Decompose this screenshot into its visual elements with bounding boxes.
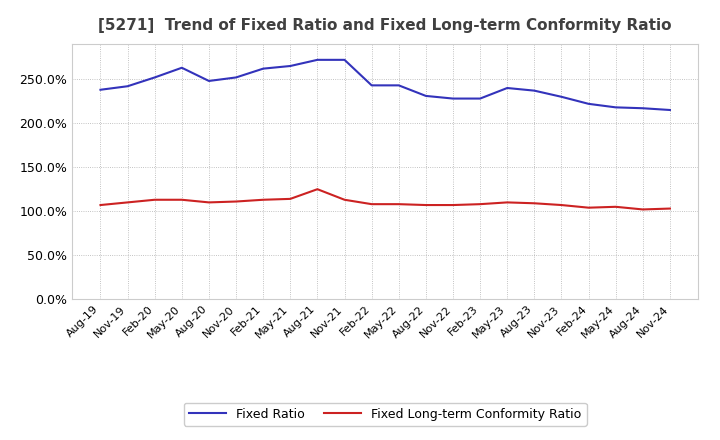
Fixed Long-term Conformity Ratio [204, 200, 213, 205]
Fixed Ratio [178, 65, 186, 70]
Fixed Ratio [150, 75, 159, 80]
Fixed Long-term Conformity Ratio [557, 202, 566, 208]
Fixed Long-term Conformity Ratio [178, 197, 186, 202]
Fixed Long-term Conformity Ratio [421, 202, 430, 208]
Fixed Long-term Conformity Ratio [341, 197, 349, 202]
Fixed Ratio [449, 96, 457, 101]
Fixed Long-term Conformity Ratio [395, 202, 403, 207]
Fixed Ratio [341, 57, 349, 62]
Fixed Long-term Conformity Ratio [503, 200, 511, 205]
Fixed Ratio [204, 78, 213, 84]
Fixed Ratio [232, 75, 240, 80]
Fixed Long-term Conformity Ratio [96, 202, 105, 208]
Fixed Long-term Conformity Ratio [476, 202, 485, 207]
Fixed Ratio [96, 87, 105, 92]
Line: Fixed Ratio: Fixed Ratio [101, 60, 670, 110]
Fixed Ratio [584, 101, 593, 106]
Fixed Ratio [123, 84, 132, 89]
Fixed Long-term Conformity Ratio [232, 199, 240, 204]
Fixed Long-term Conformity Ratio [611, 204, 620, 209]
Fixed Ratio [395, 83, 403, 88]
Fixed Long-term Conformity Ratio [150, 197, 159, 202]
Fixed Long-term Conformity Ratio [367, 202, 376, 207]
Fixed Long-term Conformity Ratio [313, 187, 322, 192]
Fixed Ratio [639, 106, 647, 111]
Fixed Long-term Conformity Ratio [449, 202, 457, 208]
Fixed Long-term Conformity Ratio [665, 206, 674, 211]
Fixed Long-term Conformity Ratio [584, 205, 593, 210]
Fixed Ratio [286, 63, 294, 69]
Fixed Ratio [611, 105, 620, 110]
Title: [5271]  Trend of Fixed Ratio and Fixed Long-term Conformity Ratio: [5271] Trend of Fixed Ratio and Fixed Lo… [99, 18, 672, 33]
Fixed Ratio [557, 94, 566, 99]
Fixed Ratio [665, 107, 674, 113]
Fixed Long-term Conformity Ratio [259, 197, 268, 202]
Line: Fixed Long-term Conformity Ratio: Fixed Long-term Conformity Ratio [101, 189, 670, 209]
Fixed Long-term Conformity Ratio [123, 200, 132, 205]
Fixed Long-term Conformity Ratio [530, 201, 539, 206]
Fixed Ratio [259, 66, 268, 71]
Fixed Ratio [530, 88, 539, 93]
Fixed Long-term Conformity Ratio [639, 207, 647, 212]
Fixed Long-term Conformity Ratio [286, 196, 294, 202]
Fixed Ratio [476, 96, 485, 101]
Legend: Fixed Ratio, Fixed Long-term Conformity Ratio: Fixed Ratio, Fixed Long-term Conformity … [184, 403, 587, 425]
Fixed Ratio [421, 93, 430, 99]
Fixed Ratio [313, 57, 322, 62]
Fixed Ratio [367, 83, 376, 88]
Fixed Ratio [503, 85, 511, 91]
